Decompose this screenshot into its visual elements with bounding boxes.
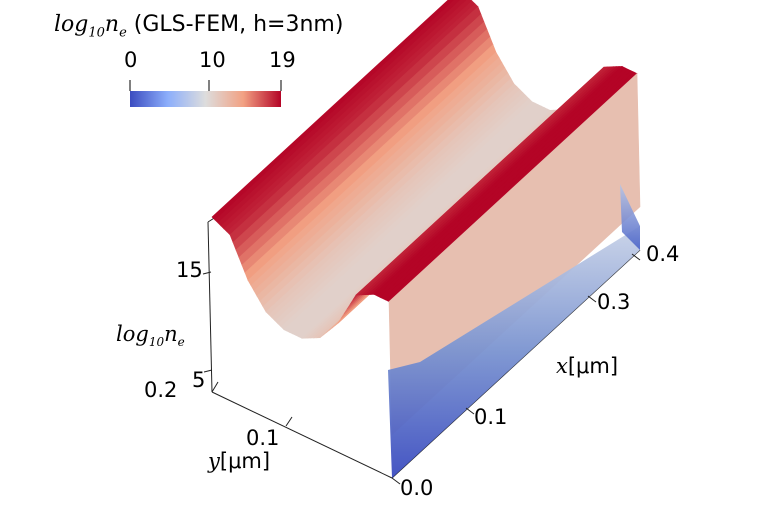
surface	[211, 0, 641, 436]
surface-strip	[217, 0, 468, 227]
y-title-var: y	[208, 449, 220, 473]
y-title-unit: [μm]	[219, 449, 271, 473]
colorbar-tick-label-10: 10	[199, 48, 226, 72]
x-title-unit: [μm]	[567, 354, 619, 378]
z-tick-label-15: 15	[176, 258, 203, 282]
surface-strip	[214, 0, 461, 224]
z-axis-line	[207, 221, 213, 393]
colorbar-tick-label-19: 19	[269, 48, 296, 72]
z-title-var-sub: e	[177, 335, 185, 350]
x-tick-04	[631, 253, 641, 261]
x-tick-00	[391, 477, 401, 485]
z-title-sub: 10	[148, 335, 165, 350]
ticks	[202, 253, 641, 485]
title-math-sub: 10	[88, 25, 105, 41]
x-title-var: x	[556, 354, 568, 378]
y-axis-title: y[μm]	[208, 449, 270, 474]
surface-strip	[211, 0, 455, 221]
x-tick-label-01: 0.1	[474, 405, 508, 429]
surface-right-side	[620, 184, 640, 250]
y-tick-02	[211, 381, 219, 393]
chart-title: log10ne (GLS-FEM, h=3nm)	[54, 12, 343, 40]
z-title-var: n	[164, 322, 178, 346]
y-tick-label-02: 0.2	[144, 378, 178, 402]
x-axis-title: x[μm]	[556, 354, 618, 379]
z-tick-15	[202, 271, 212, 275]
title-text: (GLS-FEM, h=3nm)	[126, 12, 344, 37]
colorbar	[129, 80, 282, 107]
z-tick-5	[203, 369, 213, 373]
title-math-log: log	[54, 12, 89, 37]
z-title-log: log	[116, 322, 149, 346]
z-axis-title: log10ne	[116, 322, 185, 349]
y-axis-line	[211, 391, 393, 479]
colorbar-tick-label-0: 0	[124, 48, 138, 72]
x-tick-label-04: 0.4	[646, 242, 680, 266]
y-tick-label-01: 0.1	[246, 426, 280, 450]
x-tick-01	[465, 407, 475, 415]
x-tick-03	[587, 295, 597, 303]
colorbar-gradient	[130, 91, 281, 107]
y-tick-01	[285, 416, 293, 427]
surface-front-side	[388, 226, 640, 478]
z-tick-label-5: 5	[192, 368, 206, 392]
title-math-var-sub: e	[119, 25, 127, 41]
title-math-var: n	[104, 12, 120, 37]
x-tick-label-03: 0.3	[597, 290, 631, 314]
x-tick-label-00: 0.0	[400, 476, 434, 500]
